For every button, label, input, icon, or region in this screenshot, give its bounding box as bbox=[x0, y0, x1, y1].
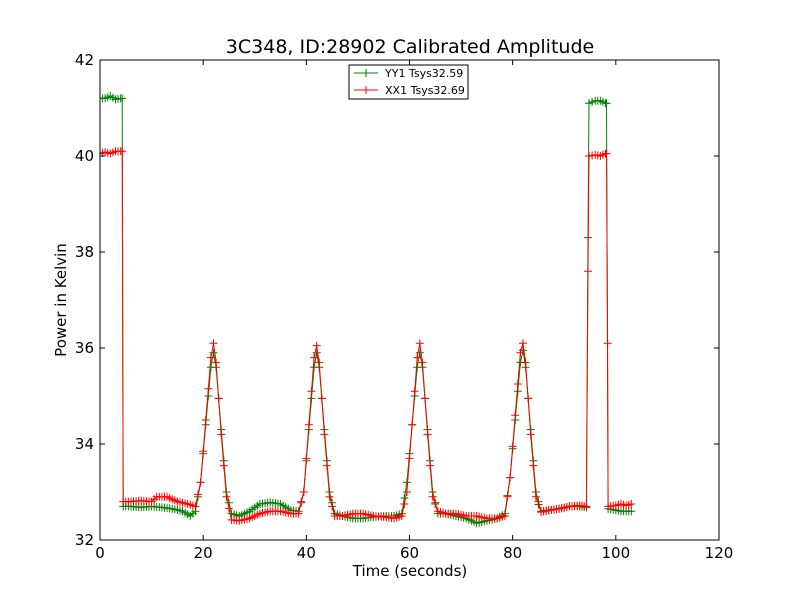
data-point bbox=[428, 492, 437, 501]
data-point bbox=[194, 490, 203, 499]
y-axis-label: Power in Kelvin bbox=[52, 243, 70, 357]
data-point bbox=[582, 502, 591, 511]
data-point bbox=[402, 488, 411, 496]
data-point bbox=[508, 442, 517, 451]
x-tick-label: 60 bbox=[400, 544, 419, 562]
data-point bbox=[627, 500, 636, 508]
y-tick-label: 36 bbox=[75, 339, 94, 357]
data-point bbox=[196, 478, 205, 487]
legend: YY1 Tsys32.59 XX1 Tsys32.69 bbox=[348, 64, 469, 100]
x-tick-label: 100 bbox=[602, 544, 631, 562]
y-tick-label: 40 bbox=[75, 147, 94, 165]
series-markers-xx1 bbox=[100, 147, 636, 525]
data-point bbox=[217, 430, 226, 439]
chart-title: 3C348, ID:28902 Calibrated Amplitude bbox=[226, 36, 594, 58]
data-point bbox=[423, 430, 432, 439]
data-point bbox=[602, 149, 611, 158]
x-tick-label: 20 bbox=[194, 544, 213, 562]
data-point bbox=[304, 420, 313, 429]
y-tick-label: 34 bbox=[75, 435, 94, 453]
x-tick-label: 80 bbox=[503, 544, 522, 562]
data-point bbox=[317, 394, 326, 403]
legend-box bbox=[348, 64, 469, 100]
data-point bbox=[320, 430, 329, 439]
data-point bbox=[529, 461, 538, 470]
data-point bbox=[199, 447, 208, 456]
data-point bbox=[310, 353, 319, 362]
data-point bbox=[413, 353, 422, 362]
data-point bbox=[506, 473, 515, 482]
data-point bbox=[420, 394, 429, 403]
legend-label-yy1: YY1 Tsys32.59 bbox=[384, 67, 463, 80]
data-point bbox=[214, 394, 223, 403]
data-point bbox=[402, 478, 411, 487]
data-point bbox=[418, 358, 427, 367]
data-point bbox=[415, 339, 424, 348]
data-point bbox=[524, 394, 533, 403]
data-point bbox=[219, 461, 228, 470]
data-point bbox=[415, 348, 424, 357]
legend-marker-xx1 bbox=[362, 86, 370, 94]
plot-area: 0 20 40 60 80 100 120 32 34 36 38 40 42 bbox=[75, 51, 733, 562]
data-point bbox=[503, 492, 512, 501]
data-point bbox=[212, 358, 221, 367]
data-point bbox=[299, 488, 308, 496]
data-point bbox=[602, 99, 611, 108]
data-point bbox=[297, 498, 306, 507]
data-point bbox=[222, 492, 231, 501]
legend-marker-yy1 bbox=[362, 69, 370, 77]
data-point bbox=[209, 348, 218, 357]
y-tick-label: 38 bbox=[75, 243, 94, 261]
data-point bbox=[312, 341, 321, 350]
series-layer bbox=[100, 92, 636, 528]
data-point bbox=[521, 358, 530, 367]
y-tick-label: 42 bbox=[75, 51, 94, 69]
data-point bbox=[397, 512, 406, 520]
data-point bbox=[513, 380, 522, 388]
data-point bbox=[204, 384, 213, 393]
data-point bbox=[400, 500, 409, 508]
data-point bbox=[531, 492, 540, 501]
data-point bbox=[534, 500, 543, 509]
data-point bbox=[322, 461, 331, 470]
data-point bbox=[500, 512, 509, 520]
data-point bbox=[302, 454, 311, 463]
data-point bbox=[511, 411, 520, 420]
data-point bbox=[224, 504, 233, 513]
data-point bbox=[426, 461, 435, 470]
data-point bbox=[408, 420, 417, 429]
x-tick-label: 0 bbox=[95, 544, 105, 562]
data-point bbox=[526, 430, 535, 439]
data-point bbox=[294, 509, 303, 518]
x-axis-label: Time (seconds) bbox=[352, 562, 468, 580]
data-point bbox=[405, 454, 414, 463]
data-point bbox=[325, 492, 334, 501]
data-point bbox=[431, 500, 440, 508]
data-point bbox=[191, 502, 200, 511]
data-point bbox=[518, 339, 527, 348]
data-point bbox=[118, 94, 127, 103]
data-point bbox=[410, 387, 419, 396]
data-point bbox=[328, 502, 337, 511]
legend-label-xx1: XX1 Tsys32.69 bbox=[385, 84, 465, 97]
x-tick-label: 40 bbox=[297, 544, 316, 562]
data-point bbox=[312, 348, 321, 357]
data-point bbox=[201, 416, 210, 424]
data-point bbox=[206, 353, 215, 362]
ticks-layer: 0 20 40 60 80 100 120 32 34 36 38 40 42 bbox=[75, 51, 733, 562]
data-point bbox=[603, 339, 612, 348]
y-tick-label: 32 bbox=[75, 531, 94, 549]
data-point bbox=[209, 339, 218, 348]
data-point bbox=[583, 267, 592, 276]
data-point bbox=[307, 387, 316, 396]
x-tick-label: 120 bbox=[705, 544, 734, 562]
data-point bbox=[118, 147, 127, 156]
data-point bbox=[315, 358, 324, 367]
data-point bbox=[516, 348, 525, 357]
data-point bbox=[627, 507, 636, 516]
